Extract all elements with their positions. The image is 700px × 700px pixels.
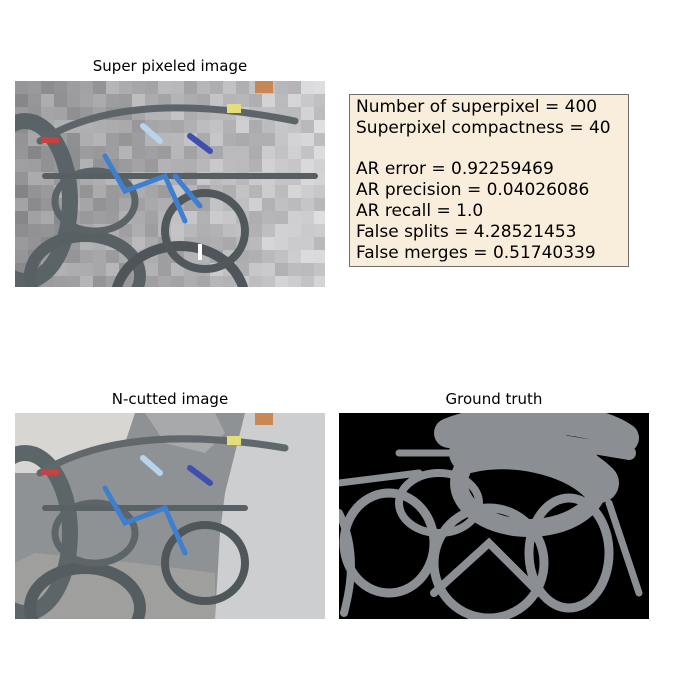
ncut-bicycle-shapes [15, 435, 289, 619]
ar-recall-text: AR recall = 1.0 [356, 200, 484, 221]
ground-truth-panel-title: Ground truth [445, 390, 543, 408]
false-merges-text: False merges = 0.51740339 [356, 242, 596, 263]
superpixel-compactness-text: Superpixel compactness = 40 [356, 117, 611, 138]
ground-truth-graphic [339, 413, 649, 619]
ground-truth-image [339, 413, 649, 619]
superpixel-image-graphic [15, 81, 325, 287]
yellow-patch [227, 104, 241, 113]
ncut-panel-title: N-cutted image [111, 390, 229, 408]
ncut-image [15, 413, 325, 619]
superpixel-image [15, 81, 325, 287]
orange-patch [255, 81, 273, 93]
red-saddle [41, 137, 59, 143]
false-splits-text: False splits = 4.28521453 [356, 221, 577, 242]
metrics-spacer [356, 139, 628, 160]
superpixel-count-text: Number of superpixel = 400 [356, 97, 598, 117]
ground-truth-mask [339, 413, 643, 619]
ncut-image-graphic [15, 413, 325, 619]
superpixel-panel-title: Super pixeled image [92, 57, 248, 75]
white-reflection [198, 244, 202, 260]
ar-error-text: AR error = 0.92259469 [356, 159, 554, 180]
ar-precision-text: AR precision = 0.04026086 [356, 180, 590, 201]
metrics-box: Number of superpixel = 400 Superpixel co… [349, 94, 629, 267]
bicycle-shapes [15, 104, 318, 287]
